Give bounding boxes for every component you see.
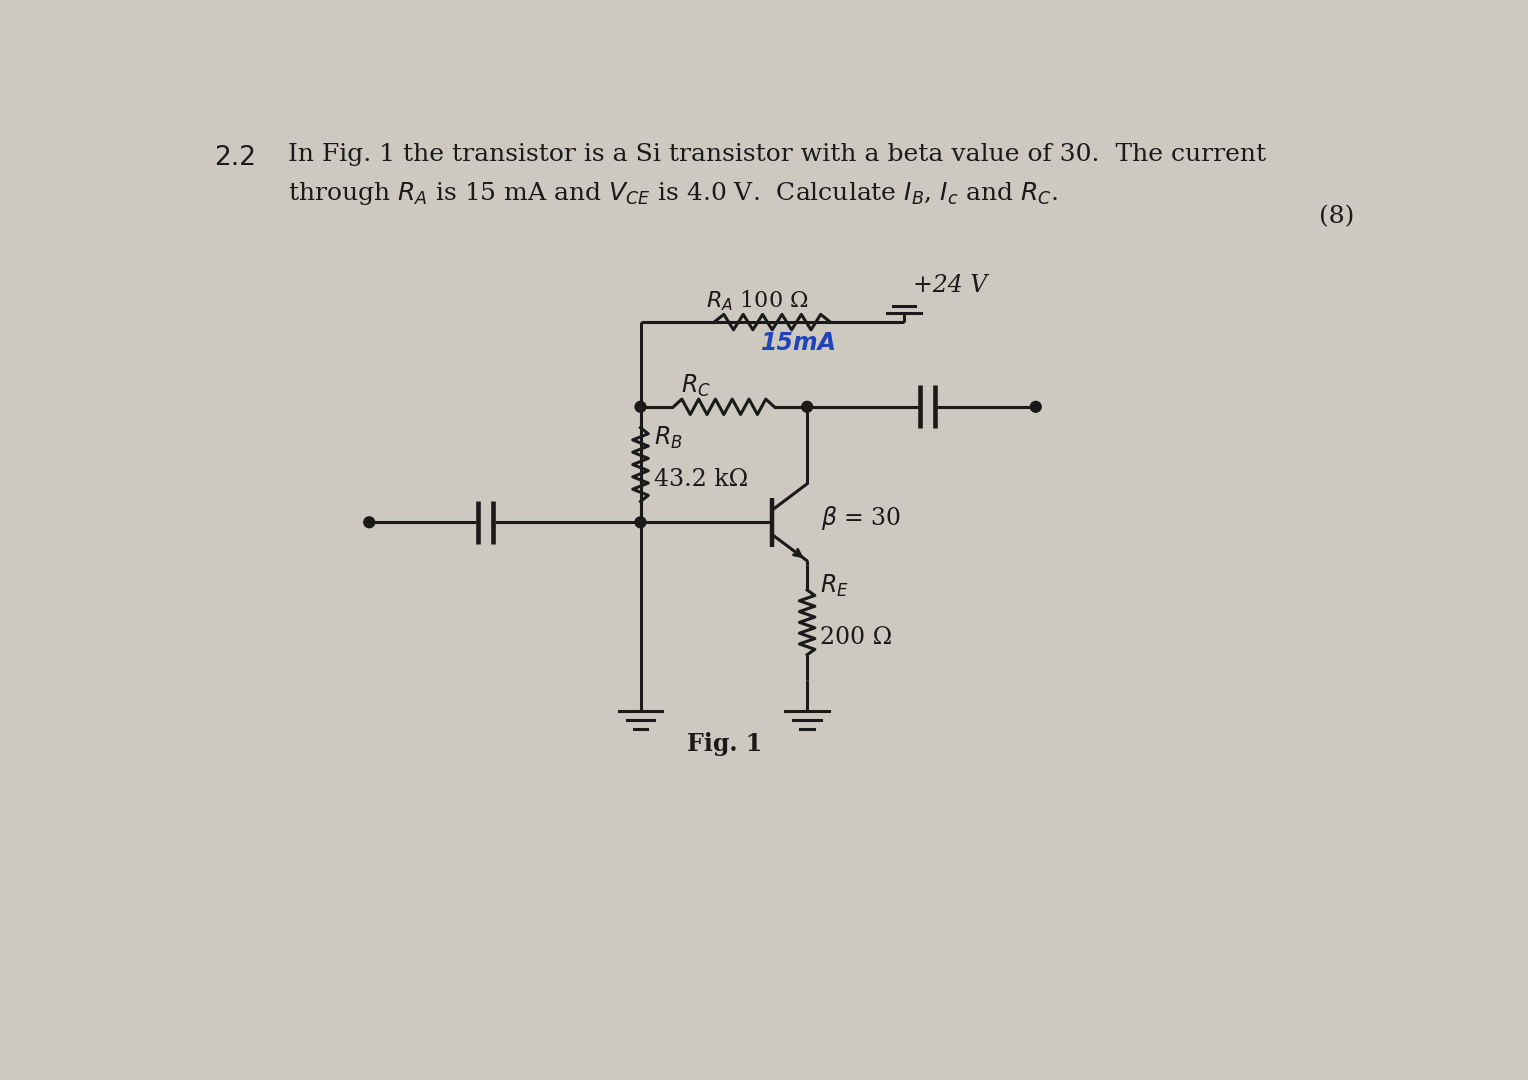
Circle shape (636, 402, 646, 413)
Text: $\beta$ = 30: $\beta$ = 30 (821, 504, 902, 532)
Text: 2.2: 2.2 (214, 145, 257, 171)
Circle shape (636, 517, 646, 528)
Text: +24 V: +24 V (914, 273, 987, 297)
Text: 15mA: 15mA (761, 332, 836, 355)
Circle shape (802, 402, 813, 413)
Text: In Fig. 1 the transistor is a Si transistor with a beta value of 30.  The curren: In Fig. 1 the transistor is a Si transis… (287, 144, 1267, 166)
Text: $R_E$: $R_E$ (819, 573, 848, 599)
Text: 43.2 kΩ: 43.2 kΩ (654, 469, 749, 491)
Circle shape (364, 517, 374, 528)
Text: Fig. 1: Fig. 1 (688, 732, 762, 756)
Text: 200 Ω: 200 Ω (819, 626, 892, 649)
Text: through $R_A$ is 15 mA and $V_{CE}$ is 4.0 V.  Calculate $I_B$, $I_c$ and $R_C$.: through $R_A$ is 15 mA and $V_{CE}$ is 4… (287, 179, 1057, 206)
Text: $R_B$: $R_B$ (654, 424, 683, 450)
Text: $R_A$ 100 Ω: $R_A$ 100 Ω (706, 288, 808, 313)
Text: $R_C$: $R_C$ (681, 373, 711, 400)
Circle shape (1030, 402, 1041, 413)
Text: (8): (8) (1319, 205, 1354, 228)
